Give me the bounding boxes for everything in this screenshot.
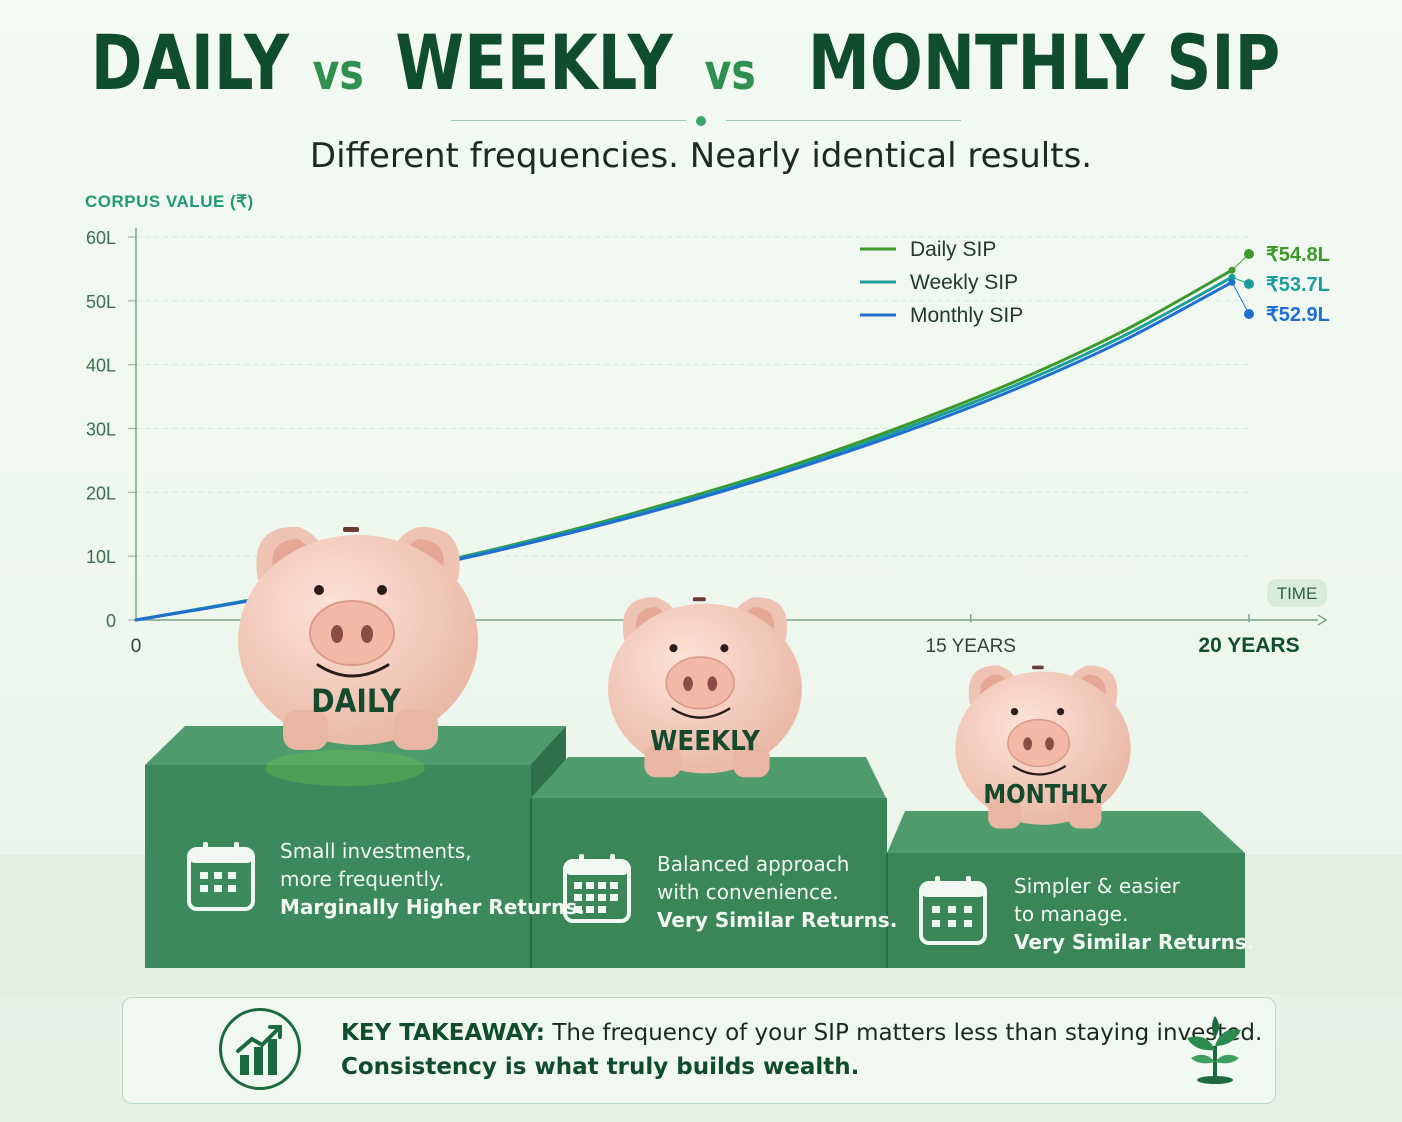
y-ticks: 0 10L 20L 30L 40L 50L 60L: [86, 228, 136, 631]
takeaway-heading: KEY TAKEAWAY:: [341, 1020, 545, 1046]
weekly-desc-line1: Balanced approach: [657, 852, 850, 876]
chart-legend: Daily SIP Weekly SIP Monthly SIP: [860, 238, 1023, 327]
x-tick-label: 15 YEARS: [926, 636, 1016, 657]
divider-dot: [696, 116, 706, 126]
calendar-icon-daily: [187, 842, 255, 911]
title-vs-1: vs: [312, 43, 364, 101]
subtitle: Different frequencies. Nearly identical …: [309, 136, 1093, 176]
monthly-desc-line1: Simpler & easier: [1014, 874, 1180, 898]
title-weekly: WEEKLY: [395, 18, 673, 107]
calendar-icon-weekly: [563, 854, 631, 923]
takeaway-text: The frequency of your SIP matters less t…: [552, 1020, 1263, 1046]
end-marker-daily: [1244, 249, 1254, 259]
piggy-label-weekly: WEEKLY: [650, 724, 760, 757]
sprout-icon: [1187, 1016, 1241, 1084]
key-takeaway-box: KEY TAKEAWAY: The frequency of your SIP …: [122, 997, 1276, 1104]
monthly-desc-highlight: Very Similar Returns.: [1014, 930, 1255, 954]
end-value-label-weekly: ₹53.7L: [1266, 274, 1330, 296]
legend-label-monthly: Monthly SIP: [910, 304, 1023, 327]
title-divider: [0, 116, 1402, 126]
y-axis-title: CORPUS VALUE (₹): [85, 192, 254, 211]
takeaway-line-1: KEY TAKEAWAY: The frequency of your SIP …: [341, 1020, 1262, 1046]
x-axis-title: TIME: [1277, 584, 1318, 603]
daily-desc-highlight: Marginally Higher Returns.: [280, 895, 585, 919]
piggy-bank-weekly-icon: [608, 597, 802, 778]
end-marker-weekly: [1244, 279, 1254, 289]
monthly-description: Simpler & easier to manage. Very Similar…: [1014, 872, 1254, 956]
piggy-bank-monthly-icon: [955, 665, 1131, 829]
y-tick-label: 30L: [86, 420, 116, 440]
end-value-label-daily: ₹54.8L: [1266, 244, 1330, 266]
page-title: DAILY vs WEEKLY vs MONTHLY SIP: [0, 18, 1402, 107]
end-labels: ₹54.8L ₹53.7L ₹52.9L: [1231, 244, 1330, 326]
end-value-label-monthly: ₹52.9L: [1266, 304, 1330, 326]
daily-desc-line2: more frequently.: [280, 867, 445, 891]
end-connector-monthly: [1231, 282, 1250, 315]
piggy-label-daily: DAILY: [311, 682, 401, 720]
y-tick-label: 20L: [86, 483, 116, 503]
time-pill: TIME: [1267, 579, 1327, 607]
piggy-bank-daily-icon: [238, 526, 478, 750]
takeaway-line-2: Consistency is what truly builds wealth.: [341, 1054, 860, 1080]
y-tick-label: 60L: [86, 228, 116, 248]
weekly-description: Balanced approach with convenience. Very…: [657, 850, 897, 934]
weekly-desc-line2: with convenience.: [657, 880, 839, 904]
legend-label-daily: Daily SIP: [910, 238, 996, 261]
weekly-desc-highlight: Very Similar Returns.: [657, 908, 898, 932]
y-tick-label: 0: [106, 611, 116, 631]
end-marker-monthly: [1244, 309, 1254, 319]
daily-description: Small investments, more frequently. Marg…: [280, 837, 585, 921]
y-tick-label: 40L: [86, 356, 116, 376]
y-tick-label: 50L: [86, 292, 116, 312]
legend-label-weekly: Weekly SIP: [910, 271, 1018, 294]
y-tick-label: 10L: [86, 547, 116, 567]
title-monthly-sip: MONTHLY SIP: [808, 18, 1281, 107]
piggy-label-monthly: MONTHLY: [983, 780, 1108, 810]
x-tick-label: 0: [131, 636, 142, 657]
daily-desc-line1: Small investments,: [280, 839, 472, 863]
title-daily: DAILY: [91, 18, 290, 107]
growth-chart-icon: [219, 1008, 301, 1090]
calendar-icon-monthly: [919, 876, 987, 945]
title-vs-2: vs: [704, 43, 756, 101]
x-axis-arrow-icon: [1317, 614, 1328, 626]
x-tick-label: 20 YEARS: [1198, 634, 1299, 657]
monthly-desc-line2: to manage.: [1014, 902, 1129, 926]
